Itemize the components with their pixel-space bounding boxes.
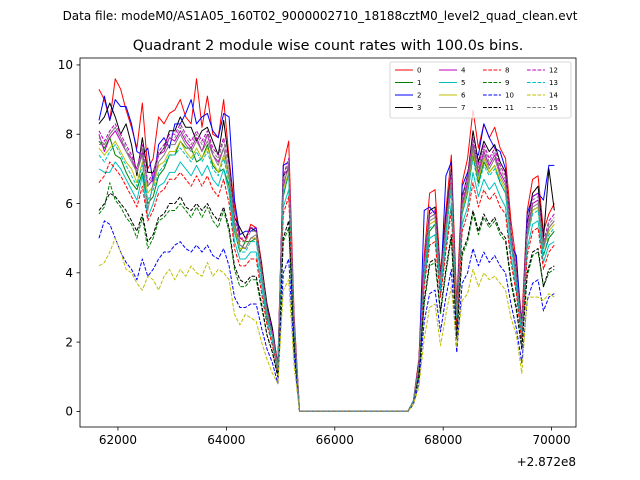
- figure-suptitle: Data file: modeM0/AS1A05_160T02_90000027…: [63, 9, 578, 23]
- x-tick-label: 66000: [316, 433, 354, 447]
- y-tick-label: 8: [65, 128, 73, 142]
- axes-background: [80, 58, 576, 427]
- y-tick-label: 0: [65, 405, 73, 419]
- y-axis: 0 2 4 6 8 10: [58, 58, 80, 419]
- x-tick-label: 68000: [424, 433, 462, 447]
- legend-label-4: 4: [461, 67, 466, 75]
- series-layer: [98, 78, 555, 412]
- legend-label-9: 9: [505, 79, 509, 87]
- series-line-13: [98, 144, 555, 412]
- legend-label-15: 15: [549, 104, 558, 112]
- series-line-10: [98, 220, 555, 412]
- legend-label-7: 7: [461, 104, 465, 112]
- legend-label-5: 5: [461, 79, 465, 87]
- legend-label-14: 14: [549, 92, 558, 100]
- x-axis-offset-text: +2.872e8: [517, 455, 576, 469]
- y-tick-label: 2: [65, 335, 73, 349]
- x-axis: 62000 64000 66000 68000 70000: [99, 427, 571, 447]
- legend-frame: [389, 61, 572, 119]
- series-line-15: [98, 126, 555, 412]
- chart-title: Quadrant 2 module wise count rates with …: [133, 38, 524, 54]
- axes-frame: [79, 57, 577, 428]
- legend-label-1: 1: [417, 79, 421, 87]
- y-tick-label: 10: [58, 58, 73, 72]
- legend-label-6: 6: [461, 92, 466, 100]
- y-tick-label: 6: [65, 197, 73, 211]
- x-tick-label: 64000: [207, 433, 245, 447]
- legend-label-0: 0: [417, 67, 421, 75]
- x-tick-label: 62000: [99, 433, 137, 447]
- legend-label-10: 10: [505, 92, 514, 100]
- y-tick-label: 4: [65, 266, 73, 280]
- legend-label-8: 8: [505, 67, 509, 75]
- x-tick-label: 70000: [533, 433, 571, 447]
- legend-label-12: 12: [549, 67, 558, 75]
- legend-label-3: 3: [417, 104, 421, 112]
- legend-label-2: 2: [417, 92, 421, 100]
- legend-label-13: 13: [549, 79, 558, 87]
- legend-label-11: 11: [505, 104, 514, 112]
